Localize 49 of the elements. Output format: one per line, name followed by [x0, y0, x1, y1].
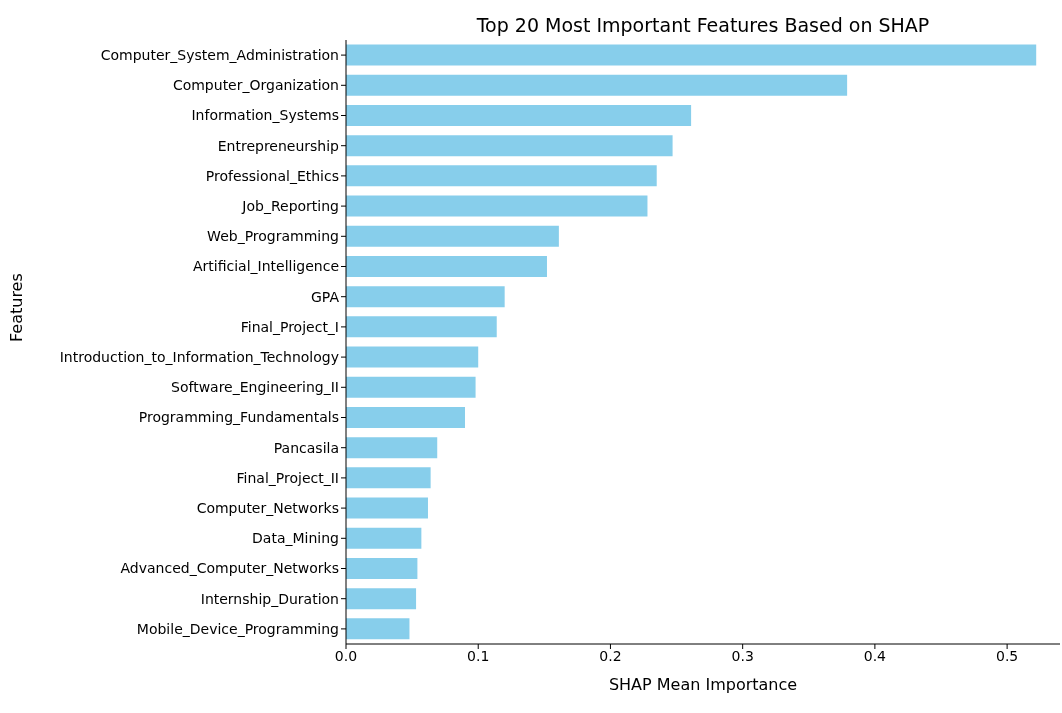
- bar: [346, 225, 559, 247]
- bar: [346, 497, 428, 519]
- y-tick-label: Computer_System_Administration: [100, 47, 339, 64]
- x-tick-label: 0.0: [334, 647, 358, 664]
- bar: [346, 44, 1037, 66]
- bar: [346, 527, 422, 549]
- x-tick-label: 0.3: [731, 647, 754, 664]
- y-tick-label: Mobile_Device_Programming: [136, 620, 339, 637]
- bar: [346, 104, 692, 126]
- x-tick-label: 0.5: [995, 647, 1019, 664]
- y-tick-label: Programming_Fundamentals: [138, 409, 339, 426]
- y-axis-title: Features: [6, 273, 26, 342]
- y-tick-label: Job_Reporting: [241, 198, 339, 215]
- bar: [346, 316, 497, 338]
- y-tick-label: Data_Mining: [252, 530, 339, 547]
- bar: [346, 74, 848, 96]
- bar: [346, 376, 476, 398]
- bar: [346, 165, 657, 187]
- y-tick-label: Computer_Networks: [196, 500, 339, 517]
- y-tick-label: Software_Engineering_II: [171, 379, 339, 396]
- x-axis-title: SHAP Mean Importance: [608, 675, 798, 694]
- bar: [346, 467, 431, 489]
- bar: [346, 406, 465, 428]
- x-tick-label: 0.2: [599, 647, 622, 664]
- y-tick-label: Final_Project_I: [240, 318, 339, 335]
- y-tick-label: Entrepreneurship: [217, 137, 340, 154]
- y-tick-label: Computer_Organization: [172, 77, 339, 94]
- bar: [346, 557, 418, 579]
- y-tick-label: GPA: [311, 288, 340, 305]
- bar: [346, 346, 479, 368]
- x-tick-label: 0.1: [467, 647, 490, 664]
- x-tick-label: 0.4: [863, 647, 887, 664]
- bar: [346, 618, 410, 640]
- chart-title: Top 20 Most Important Features Based on SHAP: [475, 14, 931, 36]
- y-tick-label: Professional_Ethics: [205, 167, 339, 184]
- bar: [346, 135, 673, 157]
- y-tick-label: Web_Programming: [207, 228, 339, 245]
- bar: [346, 588, 417, 610]
- bar: [346, 195, 648, 217]
- y-tick-label: Final_Project_II: [236, 469, 339, 486]
- y-tick-label: Internship_Duration: [200, 590, 339, 607]
- bar: [346, 286, 505, 308]
- bar: [346, 437, 438, 459]
- y-tick-label: Pancasila: [273, 439, 339, 456]
- y-tick-label: Information_Systems: [191, 107, 339, 124]
- bar: [346, 255, 547, 277]
- y-tick-label: Artificial_Intelligence: [192, 258, 339, 275]
- y-tick-label: Introduction_to_Information_Technology: [59, 349, 339, 366]
- y-tick-label: Advanced_Computer_Networks: [120, 560, 339, 577]
